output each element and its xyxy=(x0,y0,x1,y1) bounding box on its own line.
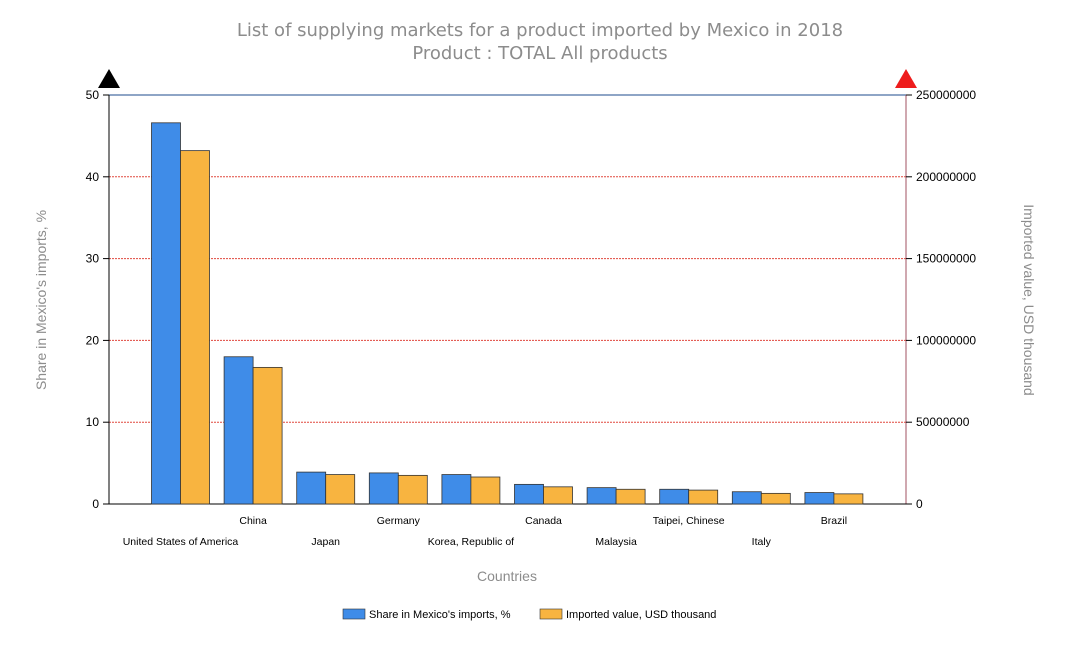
bar-share-10 xyxy=(804,492,835,505)
left-tick-label: 30 xyxy=(86,252,100,266)
bars xyxy=(151,122,864,505)
bar-value-9 xyxy=(760,492,791,505)
right-tick-label: 50000000 xyxy=(916,415,970,429)
bar-share-1 xyxy=(151,122,181,505)
right-tick-label: 100000000 xyxy=(916,333,976,347)
bar-value-2 xyxy=(252,366,283,505)
category-label: Italy xyxy=(752,536,772,548)
legend-swatch-value xyxy=(539,608,563,620)
bar-value-10 xyxy=(833,493,864,505)
left-tick-label: 40 xyxy=(86,170,100,184)
right-tick-label: 250000000 xyxy=(916,88,976,102)
bar-value-1 xyxy=(180,150,210,505)
category-label: China xyxy=(239,515,267,527)
legend-label-share: Share in Mexico's imports, % xyxy=(369,609,511,621)
bar-share-7 xyxy=(586,487,617,505)
legend-swatch-share xyxy=(342,608,366,620)
bar-share-3 xyxy=(296,471,327,505)
bar-share-9 xyxy=(731,491,762,505)
right-tick-label: 150000000 xyxy=(916,252,976,266)
legend-label-value: Imported value, USD thousand xyxy=(566,609,716,621)
chart-title: List of supplying markets for a product … xyxy=(237,20,843,41)
right-tick-label: 200000000 xyxy=(916,170,976,184)
category-label: Taipei, Chinese xyxy=(653,515,725,527)
right-axis-arrow-marker xyxy=(895,69,917,88)
bar-value-7 xyxy=(615,488,646,505)
left-tick-label: 20 xyxy=(86,333,100,347)
category-label: United States of America xyxy=(123,536,239,548)
y-axis-left-title: Share in Mexico's imports, % xyxy=(33,210,49,390)
category-label: Japan xyxy=(311,536,340,548)
left-tick-label: 0 xyxy=(92,497,99,511)
legend: Share in Mexico's imports, % Imported va… xyxy=(342,608,716,621)
chart-subtitle: Product : TOTAL All products xyxy=(412,43,667,64)
bar-share-5 xyxy=(441,474,472,505)
category-label: Korea, Republic of xyxy=(428,536,514,548)
y-axis-right-title: Imported value, USD thousand xyxy=(1021,204,1037,395)
right-tick-label: 0 xyxy=(916,497,923,511)
bar-value-6 xyxy=(543,486,573,505)
bar-share-4 xyxy=(368,472,399,505)
category-label: Brazil xyxy=(821,515,847,527)
category-label: Malaysia xyxy=(595,536,637,548)
bar-value-4 xyxy=(397,474,428,505)
left-axis-ticks: 0 10 20 30 40 50 xyxy=(86,88,109,511)
bar-share-6 xyxy=(514,483,544,505)
bar-value-3 xyxy=(325,474,356,505)
bar-value-8 xyxy=(688,489,719,505)
bar-share-2 xyxy=(223,356,254,505)
category-label: Canada xyxy=(525,515,562,527)
category-label: Germany xyxy=(377,515,421,527)
x-axis-title: Countries xyxy=(477,568,537,584)
bar-share-8 xyxy=(659,488,690,505)
left-tick-label: 10 xyxy=(86,415,100,429)
right-axis-ticks: 0 50000000 100000000 150000000 200000000 2500… xyxy=(906,88,976,511)
left-tick-label: 50 xyxy=(86,88,100,102)
left-axis-arrow-marker xyxy=(98,69,120,88)
bar-value-5 xyxy=(470,476,501,505)
